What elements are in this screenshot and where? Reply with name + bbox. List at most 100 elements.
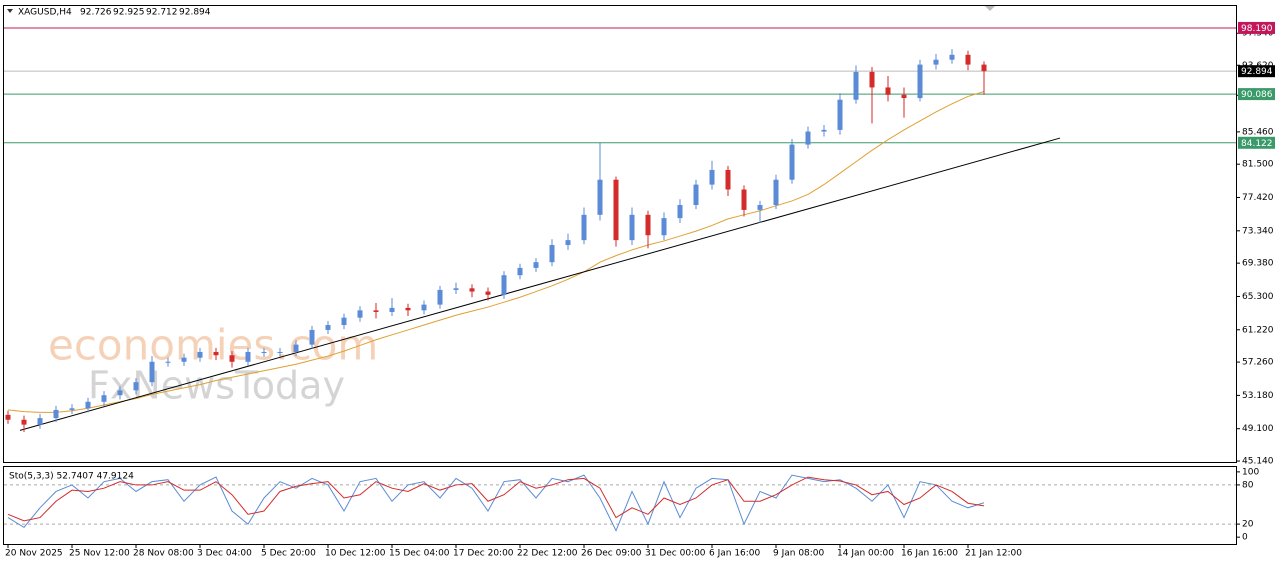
candle-body [117,390,123,396]
candle-body [597,179,603,215]
x-tick-label: 14 Jan 00:00 [837,549,894,559]
stochastic-title: Sto(5,3,3) 52.7407 47.9124 [9,472,134,482]
x-tick-label: 21 Jan 12:00 [965,549,1022,559]
axis-layer: 45.140 49.100 53.180 57.260 61.220 65.300 69.3… [5,21,1275,559]
candle-body [101,395,107,402]
main-pane [3,5,1237,463]
candle-body [549,245,555,263]
level-label-box [1238,136,1275,149]
candle-body [965,54,971,65]
candle-body [533,262,539,268]
candle-body [693,184,699,206]
candle-body [453,288,459,290]
candle-body [405,307,411,311]
candle-body [309,329,315,345]
candle-body [229,355,235,362]
candle-body [133,382,139,391]
y-tick-label: 85.460 [1242,127,1274,137]
quote-high: 92.925 [113,8,145,18]
x-tick-label: 9 Jan 08:00 [773,549,825,559]
x-tick-label: 26 Dec 09:00 [581,549,642,559]
candle-body [357,310,363,318]
candle-body [469,288,475,292]
candle-body [181,357,187,362]
quote-open: 92.726 [80,8,112,18]
moving-average [7,91,985,413]
candle-body [197,351,203,358]
x-tick-label: 3 Dec 04:00 [197,549,252,559]
x-tick-label: 16 Jan 16:00 [901,549,958,559]
candle-body [149,361,155,383]
trendline [19,137,1061,431]
candle-body [981,64,987,72]
x-tick-label: 5 Dec 20:00 [261,549,316,559]
shift-marker [985,6,995,11]
quote-close: 92.894 [179,8,211,18]
y-tick-label: 65.300 [1242,292,1274,302]
candle-body [853,71,859,100]
candle-body [245,351,251,362]
level-label: 84.122 [1241,139,1273,149]
y-tick-label: 45.140 [1242,457,1274,467]
x-tick-label: 6 Jan 16:00 [709,549,761,559]
x-tick-label: 17 Dec 20:00 [453,549,514,559]
watermark: FxNewsToday [88,364,345,408]
level-label-box [1238,88,1275,101]
candle-body [949,54,955,60]
candle-body [789,144,795,180]
candle-body [917,64,923,99]
candle-body [437,289,443,305]
candle-body [37,418,43,425]
candle-body [933,59,939,65]
candle-body [277,351,283,353]
x-tick-label: 15 Dec 04:00 [389,549,450,559]
x-tick-label: 20 Nov 2025 [5,549,63,559]
candle-body [325,325,331,330]
candle-body [373,310,379,312]
candle-body [261,351,267,353]
stoch-tick-label: 80 [1242,480,1254,490]
x-tick-label: 10 Dec 12:00 [325,549,386,559]
candle-body [645,214,651,236]
candle-body [885,87,891,95]
candle-body [213,351,219,356]
candle-body [709,169,715,185]
level-label: 98.190 [1241,24,1273,34]
y-tick-label: 57.260 [1242,358,1274,368]
x-tick-label: 25 Nov 12:00 [69,549,130,559]
candle-body [661,218,667,236]
y-tick-label: 69.380 [1242,259,1274,269]
candle-body [837,99,843,130]
candle-body [485,291,491,295]
candle-body [21,419,27,425]
candle-body [389,307,395,312]
candle-body [869,71,875,88]
candle-body [581,214,587,241]
candle-body [53,409,59,419]
y-tick-label: 81.500 [1242,160,1274,170]
stoch-tick-label: 20 [1242,520,1254,530]
level-label: 90.086 [1241,90,1273,100]
collapse-icon[interactable] [7,9,13,13]
y-tick-label: 53.180 [1242,391,1274,401]
level-label-box [1238,65,1275,78]
symbol-title: XAGUSD,H4 [18,8,72,18]
candle-body [773,179,779,206]
candle-body [725,169,731,190]
candle-body [677,205,683,219]
candle-body [165,361,171,363]
candle-body [517,267,523,276]
stoch-tick-label: 100 [1242,467,1259,477]
y-tick-label: 61.220 [1242,325,1274,335]
candle-body [501,275,507,295]
stoch-line [7,476,985,522]
candle-body [341,317,347,326]
y-tick-label: 73.340 [1242,226,1274,236]
main-layer [5,49,1061,532]
candle-body [901,94,907,99]
candle-body [293,344,299,352]
x-tick-label: 22 Dec 12:00 [517,549,578,559]
level-label-box [1238,21,1275,34]
x-tick-label: 28 Nov 08:00 [133,549,194,559]
